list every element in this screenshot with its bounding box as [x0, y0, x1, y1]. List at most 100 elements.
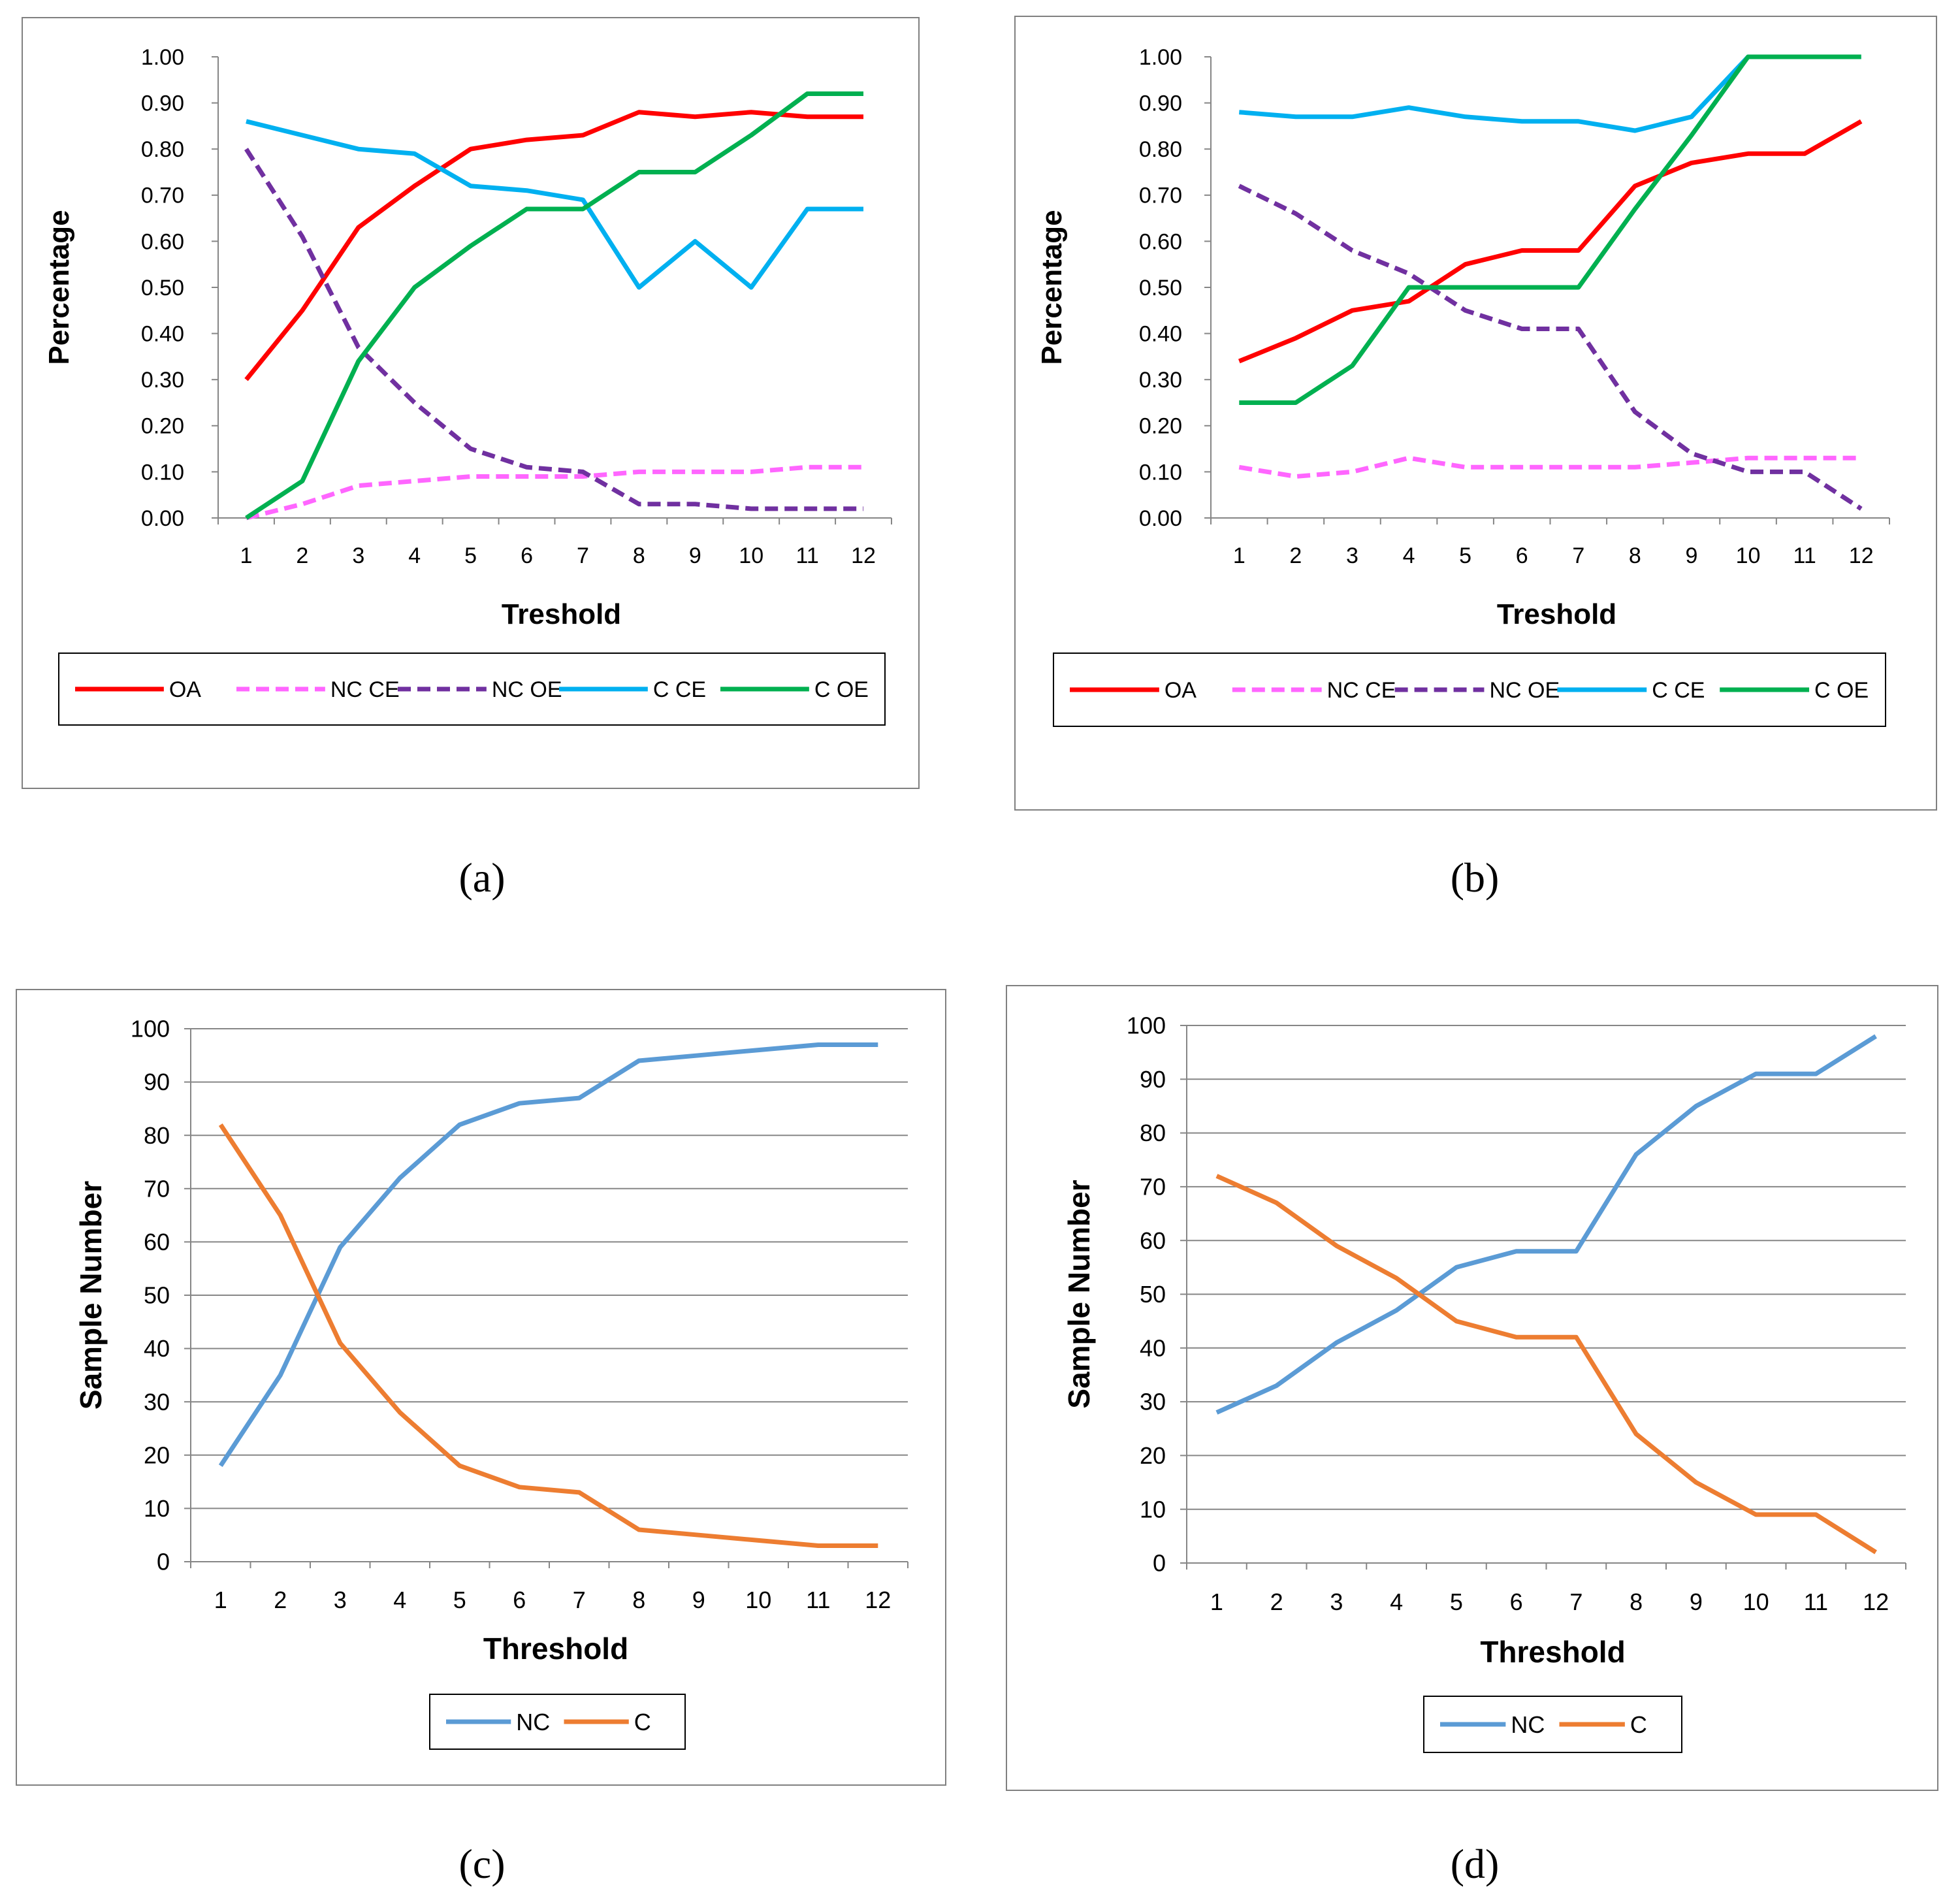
- x-tick-label: 7: [573, 1587, 586, 1613]
- series-line: [1238, 184, 1863, 511]
- y-tick-label: 0: [1153, 1550, 1166, 1577]
- x-tick-label: 11: [795, 543, 818, 568]
- data-point: [1465, 466, 1466, 468]
- x-tick-label: 2: [296, 543, 308, 568]
- x-tick-label: 4: [1390, 1588, 1403, 1615]
- data-point: [1875, 1552, 1876, 1553]
- data-point: [1634, 185, 1635, 187]
- data-point: [414, 287, 415, 288]
- data-point: [302, 481, 303, 482]
- x-tick-label: 6: [1516, 543, 1528, 568]
- x-tick-label: 4: [408, 543, 421, 568]
- data-point: [1238, 402, 1240, 404]
- data-point: [1295, 116, 1296, 118]
- x-tick-label: 10: [1743, 1588, 1769, 1615]
- legend-label: OA: [169, 677, 201, 702]
- y-tick-label: 60: [1140, 1227, 1166, 1254]
- legend-label: NC: [516, 1709, 550, 1735]
- data-point: [863, 93, 864, 94]
- x-tick-label: 1: [214, 1587, 227, 1613]
- data-point: [1465, 264, 1466, 265]
- data-point: [414, 185, 415, 187]
- y-tick-label: 0.50: [141, 276, 184, 300]
- x-tick-label: 4: [393, 1587, 406, 1613]
- data-point: [1456, 1321, 1457, 1322]
- data-point: [758, 1539, 759, 1541]
- data-point: [1635, 1433, 1637, 1434]
- y-tick-label: 100: [131, 1016, 170, 1042]
- data-point: [1516, 1336, 1517, 1338]
- legend-label: NC: [1511, 1711, 1545, 1738]
- data-point: [470, 185, 472, 187]
- data-point: [399, 1177, 400, 1178]
- y-tick-label: 0.50: [1139, 276, 1182, 300]
- x-tick-label: 11: [806, 1587, 830, 1613]
- x-tick-label: 2: [1270, 1588, 1283, 1615]
- chart-frame: [1014, 16, 1937, 811]
- data-point: [818, 1044, 819, 1045]
- legend-label: NC CE: [1327, 678, 1396, 703]
- series-line: [1239, 54, 1861, 133]
- data-point: [1578, 329, 1579, 330]
- data-point: [579, 1492, 580, 1493]
- series-c-ce: [1239, 54, 1861, 133]
- data-point: [1351, 116, 1353, 118]
- series-line: [244, 110, 863, 381]
- legend: OA NC CE NC OE C CE C OE: [58, 653, 886, 726]
- x-tick-label: 8: [1629, 543, 1641, 568]
- data-point: [1238, 185, 1240, 187]
- data-point: [414, 402, 415, 404]
- data-point: [1276, 1202, 1277, 1204]
- data-point: [1351, 471, 1353, 472]
- x-tick-label: 1: [1233, 543, 1245, 568]
- y-axis-title: Sample Number: [1062, 1180, 1096, 1408]
- data-point: [340, 1247, 341, 1248]
- x-tick-label: 9: [689, 543, 701, 568]
- data-point: [1578, 250, 1579, 251]
- y-tick-label: 0.40: [1139, 322, 1182, 347]
- data-point: [694, 471, 696, 472]
- data-point: [1336, 1342, 1337, 1344]
- panel-caption: (d): [1451, 1841, 1500, 1887]
- data-point: [459, 1124, 460, 1125]
- legend: NC C: [1423, 1696, 1682, 1753]
- data-point: [1578, 121, 1579, 122]
- data-point: [579, 1097, 580, 1099]
- y-axis-title: Sample Number: [74, 1181, 108, 1410]
- data-point: [1756, 1514, 1757, 1515]
- legend: OA NC CE NC OE C CE C OE: [1053, 653, 1886, 727]
- data-point: [358, 347, 359, 348]
- data-point: [302, 236, 303, 237]
- data-point: [863, 208, 864, 210]
- data-point: [1691, 162, 1692, 163]
- x-axis-title: Treshold: [1497, 598, 1616, 630]
- data-point: [358, 485, 359, 487]
- x-tick-label: 12: [1849, 543, 1874, 568]
- data-point: [1748, 457, 1749, 459]
- chart-frame: [1006, 985, 1938, 1791]
- series-nc-oe: [1238, 184, 1863, 511]
- series-c: [218, 1123, 878, 1548]
- x-tick-label: 10: [745, 1587, 771, 1613]
- x-tick-label: 2: [274, 1587, 287, 1613]
- y-tick-label: 1.00: [1139, 45, 1182, 70]
- legend-label: OA: [1165, 678, 1197, 703]
- chart-frame: [22, 17, 920, 789]
- x-tick-label: 6: [513, 1587, 526, 1613]
- chart-frame: [16, 989, 946, 1786]
- y-axis-title: Percentage: [1036, 210, 1068, 364]
- data-point: [1634, 411, 1635, 413]
- series-line: [245, 91, 863, 520]
- y-tick-label: 0.60: [1139, 229, 1182, 254]
- data-point: [694, 240, 696, 242]
- data-point: [638, 1060, 639, 1061]
- legend-label: NC OE: [1489, 678, 1560, 703]
- data-point: [1408, 300, 1409, 302]
- y-tick-label: 90: [144, 1069, 170, 1095]
- series-c-oe: [1238, 54, 1861, 405]
- y-tick-label: 0: [157, 1549, 170, 1575]
- data-point: [1578, 466, 1579, 468]
- data-point: [1276, 1385, 1277, 1386]
